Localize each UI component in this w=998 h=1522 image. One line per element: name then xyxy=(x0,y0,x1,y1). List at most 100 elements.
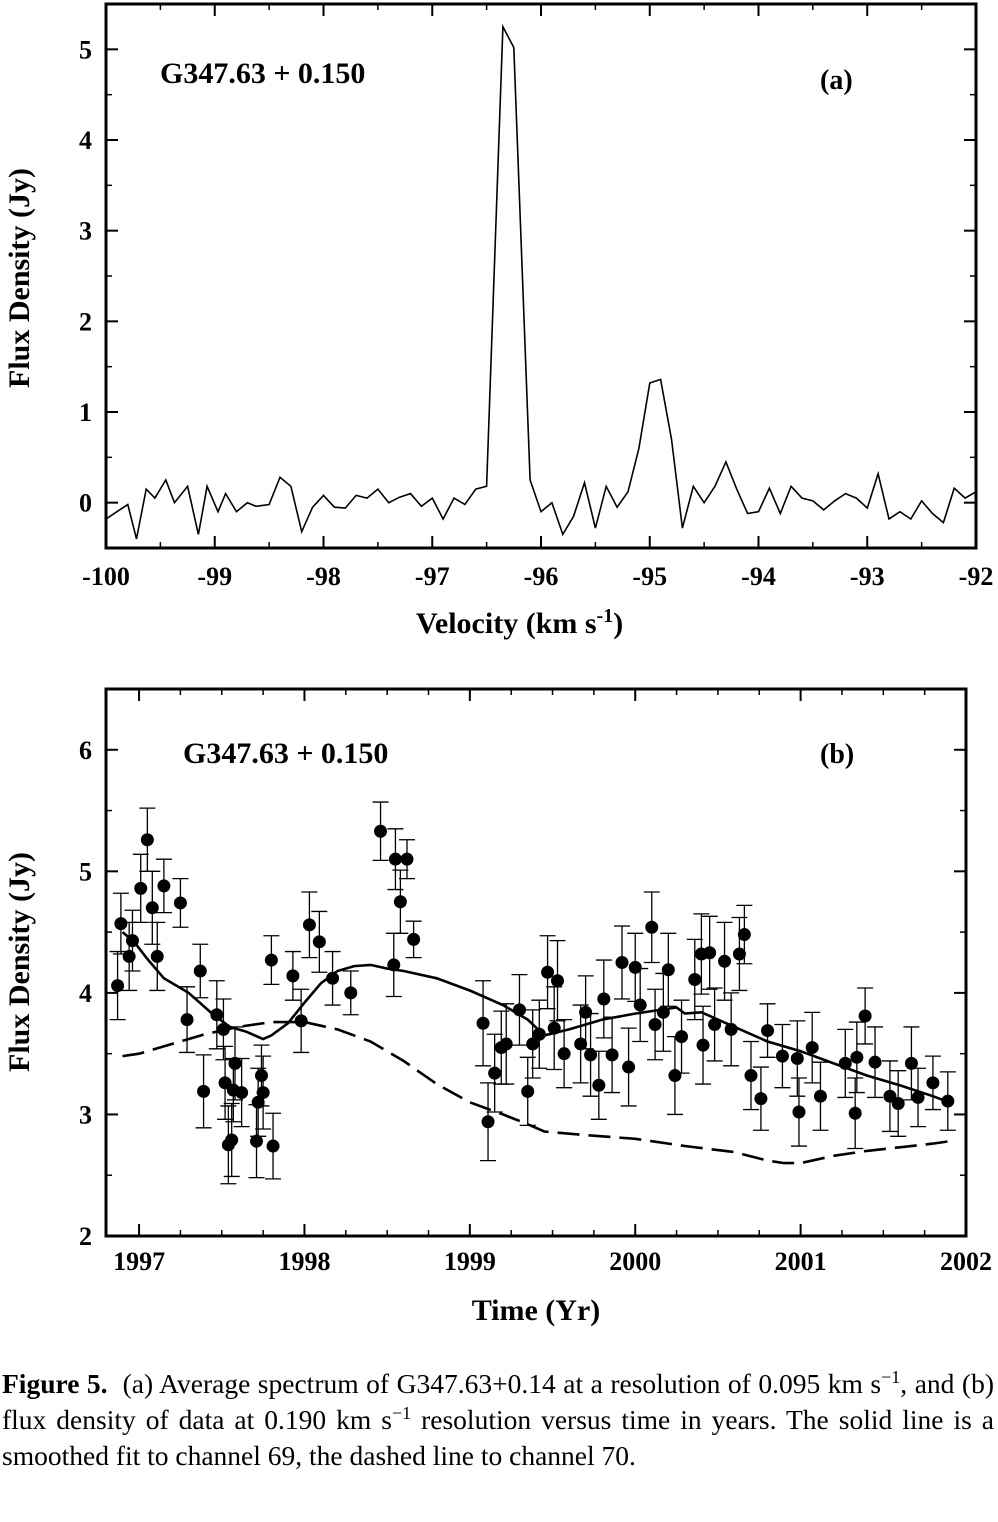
data-point xyxy=(867,1026,884,1099)
x-tick-label: 1997 xyxy=(113,1247,165,1276)
point-marker xyxy=(111,979,125,993)
data-points xyxy=(109,801,956,1185)
point-marker xyxy=(761,1024,775,1038)
x-tick-label: 1998 xyxy=(278,1247,330,1276)
data-point xyxy=(857,987,874,1045)
spectrum-panel: -100 -99 -98 -97 -96 -95 -94 -93 -92 0 1 2 3 4 5 G347.… xyxy=(3,2,994,640)
point-marker xyxy=(911,1090,925,1104)
y-tick-label: 3 xyxy=(79,217,92,246)
data-point xyxy=(655,972,672,1052)
data-point xyxy=(385,932,402,998)
point-marker xyxy=(668,1069,682,1083)
x-tick-label: 2000 xyxy=(609,1247,661,1276)
data-point xyxy=(804,1011,821,1084)
point-marker xyxy=(805,1041,819,1055)
data-point xyxy=(480,1082,497,1162)
data-point xyxy=(731,916,748,992)
data-point xyxy=(208,980,225,1050)
point-marker xyxy=(584,1048,598,1062)
data-point xyxy=(265,1112,282,1180)
point-marker xyxy=(622,1060,636,1074)
point-marker xyxy=(122,949,136,963)
point-marker xyxy=(813,1089,827,1103)
point-marker xyxy=(481,1115,495,1129)
data-point xyxy=(595,959,612,1039)
timeseries-panel-label: (b) xyxy=(820,739,854,770)
point-marker xyxy=(302,918,316,932)
caption-text-3: resolution versus time in years. The sol… xyxy=(2,1404,994,1471)
x-tick-label: -92 xyxy=(959,562,994,591)
point-marker xyxy=(838,1056,852,1070)
x-tick-label: 2002 xyxy=(940,1247,992,1276)
point-marker xyxy=(512,1003,526,1017)
point-marker xyxy=(225,1133,239,1147)
point-marker xyxy=(228,1056,242,1070)
point-marker xyxy=(150,949,164,963)
caption-sup-2: −1 xyxy=(391,1402,412,1423)
timeseries-y-axis-label: Flux Density (Jy) xyxy=(3,852,36,1072)
x-tick-label: -96 xyxy=(524,562,559,591)
data-point xyxy=(248,1104,265,1179)
spectrum-source-label: G347.63 + 0.150 xyxy=(160,57,365,90)
point-marker xyxy=(526,1037,540,1051)
point-marker xyxy=(724,1022,738,1036)
x-tick-label: -98 xyxy=(306,562,341,591)
point-marker xyxy=(557,1047,571,1061)
data-point xyxy=(706,987,723,1062)
point-marker xyxy=(868,1055,882,1069)
data-point xyxy=(405,920,422,959)
data-point xyxy=(233,1057,250,1128)
point-marker xyxy=(792,1105,806,1119)
data-point xyxy=(155,858,172,914)
y-tick-label: 1 xyxy=(79,398,92,427)
point-marker xyxy=(775,1049,789,1063)
data-point xyxy=(284,950,301,1001)
point-marker xyxy=(521,1084,535,1098)
data-point xyxy=(109,950,126,1021)
data-point xyxy=(695,1005,712,1085)
data-point xyxy=(195,1054,212,1129)
spectrum-y-axis-label: Flux Density (Jy) xyxy=(3,168,36,388)
y-tick-label: 3 xyxy=(79,1100,92,1129)
point-marker xyxy=(374,824,388,838)
data-point xyxy=(172,877,189,928)
data-point xyxy=(255,1055,272,1130)
data-point xyxy=(604,1016,621,1094)
point-marker xyxy=(216,1022,230,1036)
timeseries-ticks xyxy=(106,688,967,1237)
dashed-fit-line-channel-70 xyxy=(122,1020,950,1165)
data-point xyxy=(227,1026,243,1101)
data-point xyxy=(789,1020,806,1097)
data-point xyxy=(910,1067,927,1128)
data-point xyxy=(939,1071,956,1131)
point-marker xyxy=(848,1106,862,1120)
point-marker xyxy=(344,986,358,1000)
figure-caption: Figure 5. (a) Average spectrum of G347.6… xyxy=(2,1366,994,1474)
point-marker xyxy=(476,1016,490,1030)
y-tick-label: 6 xyxy=(79,736,92,765)
data-point xyxy=(627,932,644,1003)
point-marker xyxy=(140,833,154,847)
data-point xyxy=(215,998,232,1061)
point-marker xyxy=(254,1069,268,1083)
data-point xyxy=(723,992,740,1067)
data-point xyxy=(132,853,149,924)
data-point xyxy=(620,1027,637,1107)
point-marker xyxy=(134,881,148,895)
point-marker xyxy=(256,1086,270,1100)
point-marker xyxy=(532,1027,546,1041)
point-marker xyxy=(393,895,407,909)
x-tick-label: -93 xyxy=(850,562,885,591)
point-marker xyxy=(696,1038,710,1052)
timeseries-panel: 1997 1998 1999 2000 2001 2002 2 3 4 5 6 G347.63 + … xyxy=(3,687,992,1327)
point-marker xyxy=(145,901,159,915)
data-point xyxy=(647,988,664,1061)
point-marker xyxy=(703,946,717,960)
data-point xyxy=(324,950,341,1006)
data-point xyxy=(372,801,389,862)
point-marker xyxy=(294,1014,308,1028)
point-marker xyxy=(615,956,629,969)
point-marker xyxy=(605,1048,619,1062)
data-point xyxy=(399,839,415,880)
point-marker xyxy=(499,1037,513,1051)
